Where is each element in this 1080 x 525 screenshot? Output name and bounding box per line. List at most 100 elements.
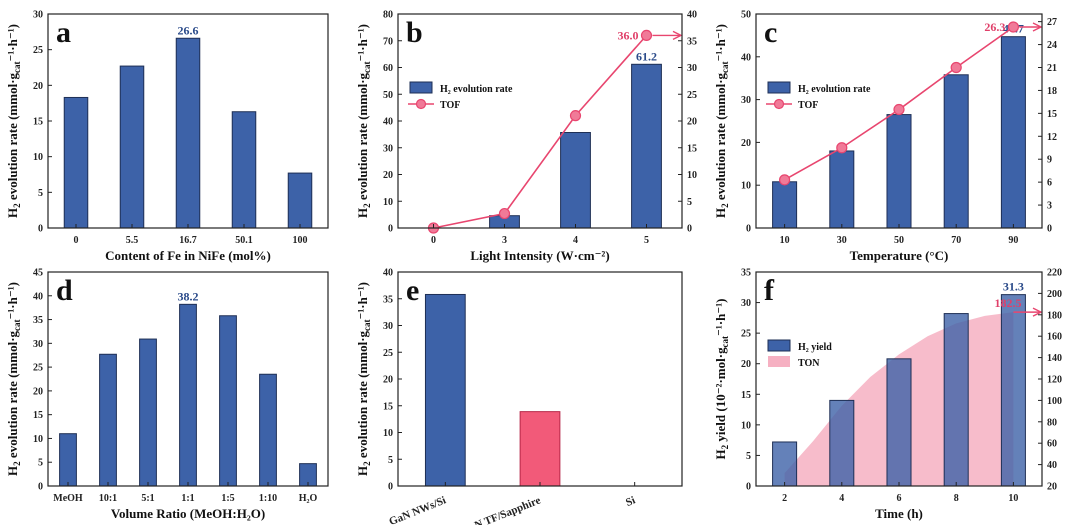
tof-point-1 xyxy=(836,142,848,154)
y2-tick-label: 60 xyxy=(1047,439,1057,450)
ton-value-label: 182.5 xyxy=(995,296,1022,310)
x-tick-label: Si xyxy=(624,494,637,509)
bar-e-1 xyxy=(519,411,561,487)
y-tick-label: 15 xyxy=(383,401,393,412)
y-tick-label: 30 xyxy=(33,10,43,21)
y-tick-label: 15 xyxy=(741,390,751,401)
bar-f-4 xyxy=(1000,294,1026,487)
panel-label-c: c xyxy=(764,16,777,49)
y2-tick-label: 27 xyxy=(1047,17,1057,28)
x-tick-label: 4 xyxy=(573,235,578,246)
x-tick-label: 0 xyxy=(431,235,436,246)
bar-d-1 xyxy=(99,353,117,487)
bar-f-2 xyxy=(886,358,912,487)
y-tick-label: 10 xyxy=(741,420,751,431)
y-tick-label: 5 xyxy=(38,188,43,199)
y2-tick-label: 3 xyxy=(1047,201,1052,212)
value-label-d: 38.2 xyxy=(178,289,199,303)
y-tick-label: 35 xyxy=(383,294,393,305)
y-axis-title-sub2: 2 xyxy=(12,203,22,208)
y2-tick-label: 200 xyxy=(1047,289,1062,300)
y-tick-label: 25 xyxy=(383,348,393,359)
x-tick-label: 100 xyxy=(293,235,308,246)
y-tick-label: 40 xyxy=(33,291,43,302)
x-axis-title: Content of Fe in NiFe (mol%) xyxy=(105,248,271,263)
panel-b: 61.236.001020304050607080051015202530354… xyxy=(355,10,697,264)
y-tick-label: 0 xyxy=(38,224,43,235)
panel-f: 31.3 182.5 0 5 10 15 20 25 30 35 20 40 60 80 100 120 140… xyxy=(713,268,1062,522)
ton-arrowhead xyxy=(1032,307,1043,317)
bar-b-3 xyxy=(631,63,662,229)
y-axis-title-main: evolution rate (mmol·g xyxy=(355,72,370,203)
y2-tick-label: 0 xyxy=(687,224,692,235)
bar-b-2 xyxy=(560,132,591,229)
bar-a-0 xyxy=(63,96,89,229)
y-tick-label: 5 xyxy=(746,451,751,462)
bar-c-1 xyxy=(829,150,855,229)
panel-label-b: b xyxy=(406,16,423,49)
y-axis-title-units: ⁻¹·h⁻¹) xyxy=(713,24,728,61)
y-tick-label: 0 xyxy=(388,482,393,493)
tof-point-1 xyxy=(498,207,511,220)
y-tick-label: 35 xyxy=(33,315,43,326)
y-tick-label: 10 xyxy=(741,181,751,192)
x-tick-label: 70 xyxy=(951,235,961,246)
panel-label-e: e xyxy=(406,274,419,307)
bar-d-3 xyxy=(179,303,197,487)
value-label-a: 26.6 xyxy=(178,23,199,37)
x-axis-title: Time (h) xyxy=(875,506,923,521)
x-axis-title: Temperature (°C) xyxy=(850,248,949,263)
legend-label: TON xyxy=(798,358,820,369)
x-tick-label: 50 xyxy=(894,235,904,246)
y-axis-title-units: ⁻¹·h⁻¹) xyxy=(355,24,370,61)
x-tick-label: 6 xyxy=(897,493,902,504)
y2-tick-label: 15 xyxy=(1047,109,1057,120)
y-tick-label: 20 xyxy=(741,359,751,370)
y-tick-label: 30 xyxy=(741,298,751,309)
y2-tick-label: 6 xyxy=(1047,178,1052,189)
legend-label: H₂ yield xyxy=(798,342,832,353)
y-axis-title: H2 evolution rate (mmol·gcat⁻¹·h⁻¹) xyxy=(713,24,730,218)
y-axis-title-subcat: cat xyxy=(12,319,22,331)
y2-tick-label: 40 xyxy=(1047,460,1057,471)
y-axis-title-units: ⁻¹·h⁻¹) xyxy=(355,282,370,319)
legend-label: H₂ evolution rate xyxy=(440,84,513,95)
y2-tick-label: 180 xyxy=(1047,310,1062,321)
y-tick-label: 20 xyxy=(383,170,393,181)
tof-arrowhead xyxy=(672,30,683,41)
y-tick-label: 35 xyxy=(741,268,751,279)
bar-c-0 xyxy=(772,181,798,229)
y-axis-title-h: H xyxy=(713,449,728,459)
tof-line xyxy=(433,34,648,229)
x-tick-label: 1:10 xyxy=(259,493,277,504)
x-tick-label: H₂O xyxy=(299,493,318,504)
y-tick-label: 25 xyxy=(33,363,43,374)
y-axis-title-h: H xyxy=(355,208,370,218)
y-tick-label: 50 xyxy=(383,90,393,101)
y-tick-label: 40 xyxy=(741,52,751,63)
y2-tick-label: 40 xyxy=(687,10,697,21)
y2-tick-label: 35 xyxy=(687,36,697,47)
bar-e-0 xyxy=(424,293,466,487)
y2-tick-label: 100 xyxy=(1047,396,1062,407)
y-axis-title-sub2: 2 xyxy=(720,203,730,208)
y-tick-label: 30 xyxy=(383,321,393,332)
bar-d-2 xyxy=(139,338,157,487)
x-tick-label: 4 xyxy=(839,493,844,504)
y-tick-label: 30 xyxy=(741,95,751,106)
bar-a-3 xyxy=(231,111,257,229)
x-tick-label: 90 xyxy=(1008,235,1018,246)
y-tick-label: 25 xyxy=(33,45,43,56)
tof-point-4 xyxy=(1007,21,1020,33)
y-tick-label: 40 xyxy=(383,117,393,128)
y-tick-label: 0 xyxy=(388,224,393,235)
y-tick-label: 10 xyxy=(383,428,393,439)
x-tick-label: 1:1 xyxy=(181,493,194,504)
y-axis-title-subcat: cat xyxy=(720,336,730,348)
legend-swatch-marker xyxy=(773,98,785,110)
y-axis-title-h: H xyxy=(713,208,728,218)
bar-d-0 xyxy=(59,433,77,487)
y-tick-label: 45 xyxy=(33,268,43,279)
x-tick-label: 10:1 xyxy=(99,493,117,504)
y2-tick-label: 25 xyxy=(687,90,697,101)
